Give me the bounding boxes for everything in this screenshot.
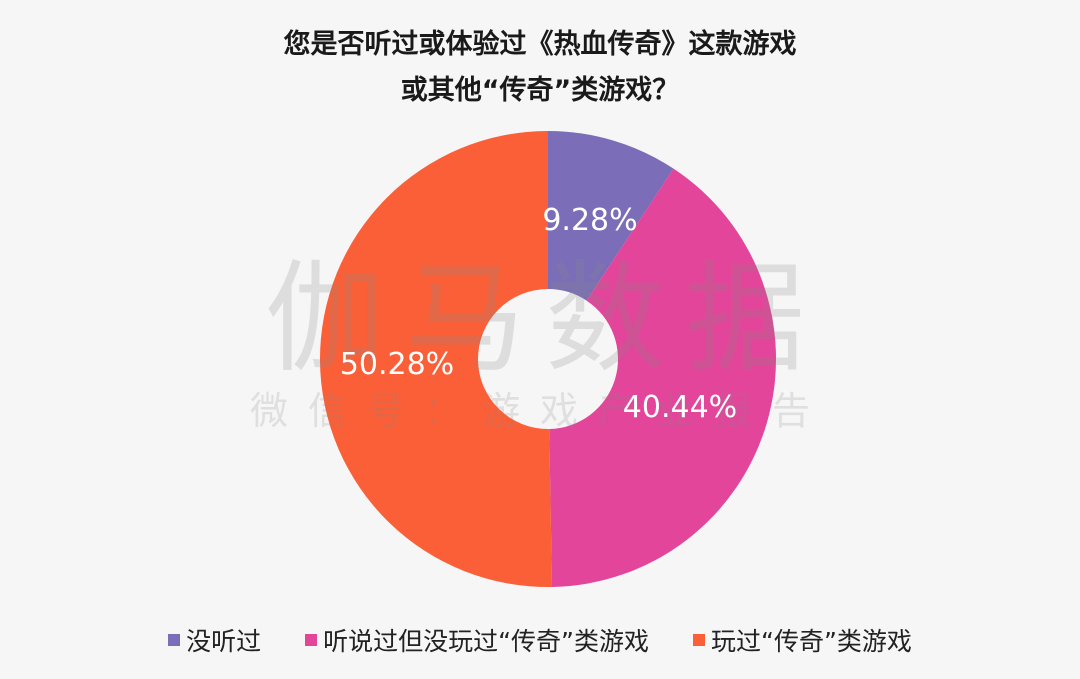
donut-slice [548, 131, 674, 301]
legend-swatch [168, 634, 181, 646]
data-label: 9.28% [542, 203, 637, 238]
legend-item: 没听过 [168, 622, 261, 658]
chart-title-line-2: 或其他“传奇”类游戏？ [400, 75, 680, 106]
donut-slice [549, 168, 776, 587]
legend-label: 没听过 [186, 627, 262, 656]
legend-item: 玩过“传奇”类游戏 [693, 622, 912, 658]
donut-slice [320, 131, 553, 587]
legend-swatch [305, 634, 318, 646]
legend-item: 听说过但没玩过“传奇”类游戏 [305, 622, 649, 658]
chart-title-line-1: 您是否听过或体验过《热血传奇》这款游戏 [283, 29, 797, 60]
legend-label: 听说过但没玩过“传奇”类游戏 [323, 627, 649, 656]
legend-label: 玩过“传奇”类游戏 [711, 627, 912, 656]
watermark-sub: 微信号：游戏产业报告 [250, 389, 830, 433]
legend-swatch [693, 634, 705, 646]
data-label: 40.44% [623, 390, 737, 425]
watermark-main: 伽马数据 [265, 250, 825, 389]
legend: 没听过 听说过但没玩过“传奇”类游戏 玩过“传奇”类游戏 [0, 622, 1080, 658]
data-label: 50.28% [340, 347, 454, 382]
